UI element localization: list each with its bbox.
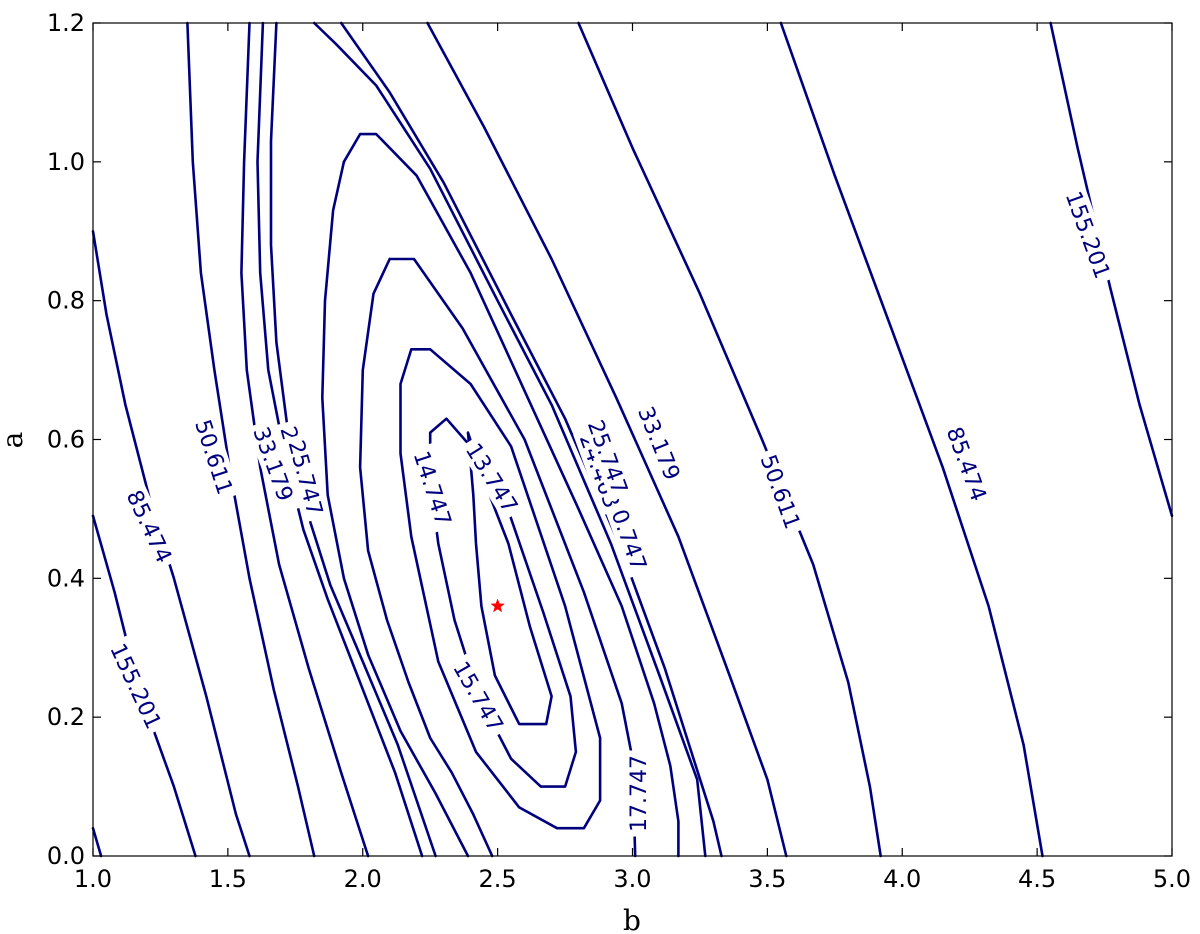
contour-line [399, 347, 602, 830]
contour-label-gap [246, 418, 301, 509]
contour-line [320, 160, 470, 858]
contour-label-gap [624, 750, 651, 837]
y-tick-label: 0.8 [47, 287, 85, 315]
contour-line [779, 21, 1044, 858]
contour-line [312, 21, 707, 858]
contour-line [339, 21, 723, 858]
contour-line [358, 257, 494, 858]
contour-label-gap [407, 443, 459, 534]
contour-line [91, 826, 103, 858]
contour-label-gap [458, 434, 527, 522]
minimum-star-marker [490, 598, 505, 613]
x-tick-label: 2.5 [479, 865, 517, 893]
contour-label-gap [282, 432, 330, 523]
contour-label-gap [445, 652, 512, 741]
contour-label-gap [1059, 183, 1118, 286]
contour-label-gap [119, 481, 180, 571]
contour-label-gap [581, 412, 636, 502]
contour-label: 17.747 [627, 755, 652, 832]
contour-line [342, 132, 680, 858]
axis-ticks: 1.0 1.5 2.0 2.5 3.0 3.5 4.0 4.5 5.0 0.0 0.2 0.4 0.6 0… [47, 9, 1191, 893]
x-tick-label: 5.0 [1153, 865, 1191, 893]
x-tick-label: 4.5 [1018, 865, 1056, 893]
contour-line [240, 21, 370, 858]
contour-line [388, 257, 637, 858]
x-tick-label: 3.0 [613, 865, 651, 893]
y-axis-label: a [0, 432, 29, 449]
marker-layer [490, 598, 505, 613]
y-tick-label: 0.4 [47, 564, 85, 592]
contour-line [466, 431, 553, 726]
x-tick-label: 1.0 [74, 865, 112, 893]
contour-label-gap [753, 446, 808, 537]
contour-label-gap [631, 398, 688, 488]
contour-label-gap [103, 635, 169, 737]
x-tick-label: 3.5 [748, 865, 786, 893]
y-tick-label: 0.6 [47, 426, 85, 454]
y-tick-label: 1.2 [47, 9, 85, 37]
contour-line [426, 21, 788, 858]
y-tick-label: 0.2 [47, 703, 85, 731]
x-tick-label: 1.5 [209, 865, 247, 893]
contour-label-gap [188, 411, 241, 502]
x-tick-label: 2.0 [344, 865, 382, 893]
contour-line [1049, 21, 1174, 518]
y-tick-label: 1.0 [47, 148, 85, 176]
x-tick-label: 4.0 [883, 865, 921, 893]
y-tick-label: 0.0 [47, 842, 85, 870]
contour-label-gap [940, 418, 994, 509]
x-axis-label: b [623, 904, 641, 934]
